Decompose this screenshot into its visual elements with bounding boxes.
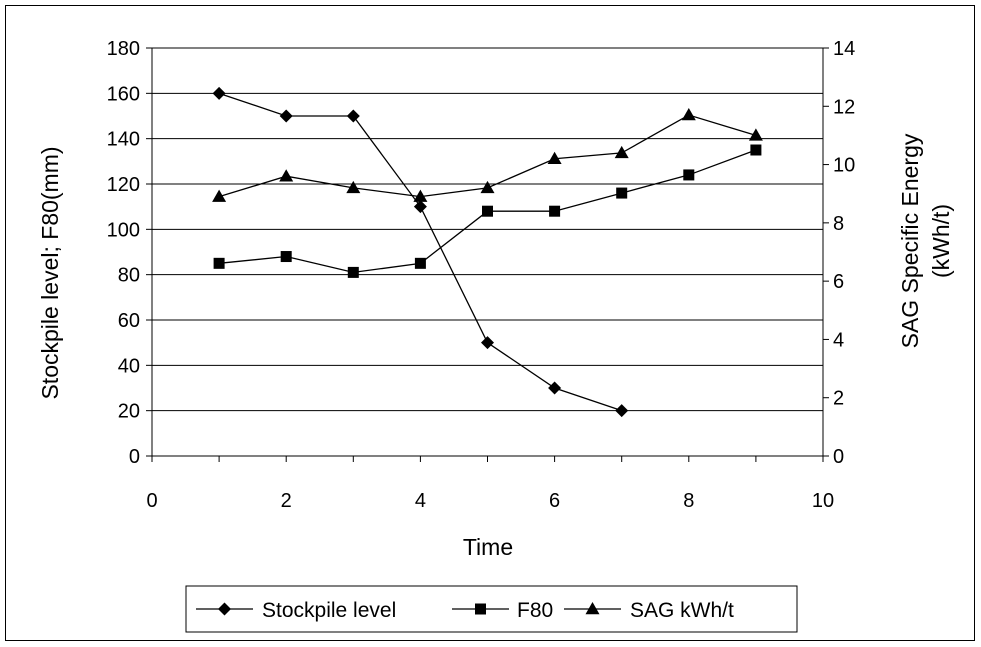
data-point-f80 (280, 251, 292, 263)
legend-marker-f80 (475, 603, 486, 615)
legend-label-stockpile-level: Stockpile level (262, 599, 396, 622)
y-right-tick-label: 2 (833, 388, 844, 410)
series-sag-kwh-t (212, 108, 763, 202)
series-stockpile-level (212, 86, 629, 418)
data-point-stockpile-level (346, 109, 360, 123)
data-point-sag-kwh-t (212, 189, 227, 202)
x-tick-label: 10 (812, 490, 834, 512)
chart-frame (5, 5, 975, 641)
data-point-f80 (616, 187, 628, 199)
series-layer (212, 86, 763, 418)
y-left-tick-label: 140 (107, 129, 140, 151)
series-f80 (213, 144, 762, 278)
data-point-sag-kwh-t (346, 180, 361, 194)
y-left-tick-label: 40 (118, 355, 140, 377)
y-left-tick-label: 180 (107, 38, 140, 60)
y-left-tick-label: 60 (118, 310, 140, 332)
data-point-sag-kwh-t (279, 169, 294, 182)
y-left-tick-label: 120 (107, 174, 140, 196)
x-tick-label: 2 (281, 490, 292, 512)
x-tick-label: 4 (415, 490, 426, 512)
y-left-tick-label: 100 (107, 219, 140, 241)
data-point-stockpile-level (413, 200, 427, 214)
y-axis-right-title-line1: SAG Specific Energy (897, 133, 923, 348)
data-point-f80 (482, 205, 493, 217)
y-right-tick-label: 14 (833, 38, 855, 60)
legend-label-sag-kwh-t: SAG kWh/t (630, 599, 734, 622)
y-left-tick-label: 20 (118, 401, 140, 423)
legend: Stockpile level F80 SAG kWh/t (185, 585, 798, 633)
data-point-sag-kwh-t (480, 180, 495, 194)
gridlines (152, 47, 823, 412)
data-point-sag-kwh-t (547, 151, 562, 164)
data-point-f80 (683, 169, 695, 181)
data-point-sag-kwh-t (681, 108, 696, 121)
data-point-f80 (414, 257, 426, 269)
data-point-f80 (213, 257, 225, 269)
data-point-sag-kwh-t (614, 145, 629, 159)
data-point-stockpile-level (279, 109, 293, 123)
data-point-sag-kwh-t (748, 128, 763, 141)
data-point-f80 (347, 266, 359, 278)
series-line-stockpile-level (218, 92, 622, 412)
y-axis-right-title-line2: (kWh/t) (928, 204, 954, 278)
data-point-stockpile-level (481, 336, 494, 350)
data-point-stockpile-level (615, 404, 629, 418)
y-left-tick-label: 0 (129, 446, 140, 468)
data-point-f80 (549, 205, 561, 217)
y-right-tick-label: 6 (833, 271, 844, 293)
data-point-f80 (750, 144, 762, 156)
y-axis-left-title: Stockpile level; F80(mm) (37, 146, 63, 399)
x-tick-label: 8 (683, 490, 694, 512)
y-right-tick-label: 10 (833, 155, 855, 177)
x-tick-label: 0 (146, 490, 157, 512)
legend-marker-stockpile-level (218, 602, 231, 616)
legend-marker-sag-kwh-t (585, 602, 600, 615)
data-point-stockpile-level (212, 86, 226, 100)
legend-label-f80: F80 (517, 599, 553, 622)
y-right-tick-label: 8 (833, 213, 844, 235)
data-point-sag-kwh-t (413, 189, 428, 202)
y-right-tick-label: 12 (833, 96, 855, 118)
y-left-tick-label: 160 (107, 83, 140, 105)
y-right-tick-label: 0 (833, 446, 844, 468)
axes (146, 47, 829, 462)
y-right-tick-label: 4 (833, 329, 844, 351)
data-point-stockpile-level (548, 381, 562, 395)
y-left-tick-label: 80 (118, 265, 140, 287)
x-axis-title: Time (463, 534, 513, 560)
x-tick-label: 6 (549, 490, 560, 512)
